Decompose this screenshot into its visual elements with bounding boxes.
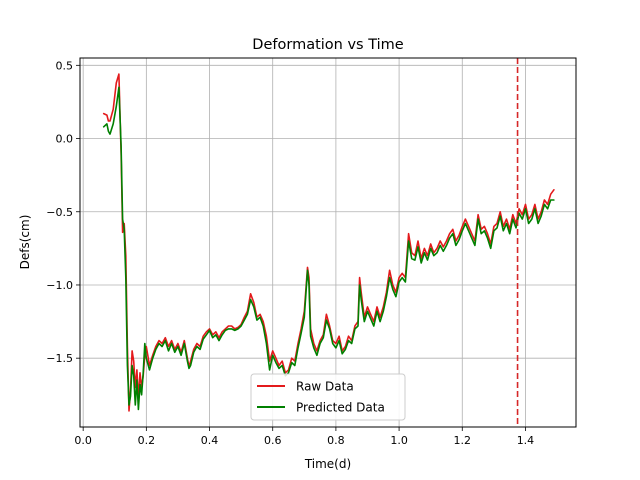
legend-box (250, 373, 406, 421)
y-tick-label: −0.5 (46, 206, 73, 219)
series-layer (102, 73, 555, 412)
x-axis-ticks: 0.0 0.2 0.4 0.6 0.8 1.0 1.2 1.4 (74, 427, 534, 447)
y-tick-label: −1.0 (46, 279, 73, 292)
y-tick-label: −1.5 (46, 352, 73, 365)
y-tick-label: 0.0 (56, 133, 74, 146)
series-line-raw-data (102, 73, 555, 412)
y-tick-label: 0.5 (56, 59, 74, 72)
y-axis-label: Defs(cm) (18, 215, 32, 270)
legend-label-predicted-data: Predicted Data (296, 401, 385, 415)
series-line-predicted-data (102, 86, 555, 411)
legend: Raw Data Predicted Data (250, 373, 406, 421)
grid (80, 58, 576, 427)
x-tick-label: 1.4 (517, 434, 535, 447)
y-axis-ticks: 0.5 0.0 −0.5 −1.0 −1.5 (46, 59, 80, 365)
x-tick-label: 0.4 (201, 434, 219, 447)
x-tick-label: 0.0 (74, 434, 92, 447)
chart-title: Deformation vs Time (252, 37, 403, 53)
x-tick-label: 0.2 (138, 434, 156, 447)
plot-area (80, 58, 576, 427)
legend-label-raw-data: Raw Data (296, 380, 354, 394)
plot-frame (79, 57, 577, 428)
x-tick-label: 1.0 (390, 434, 408, 447)
x-tick-label: 0.8 (327, 434, 345, 447)
x-tick-label: 1.2 (454, 434, 472, 447)
x-tick-label: 0.6 (264, 434, 282, 447)
x-axis-label: Time(d) (304, 457, 351, 471)
